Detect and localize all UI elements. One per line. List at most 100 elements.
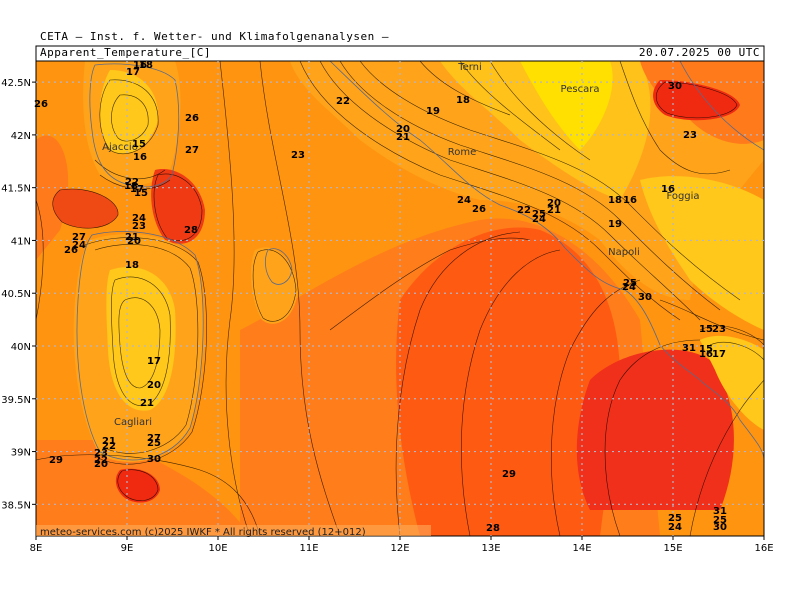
contour-label: 17 <box>712 349 726 360</box>
city-label: Foggia <box>666 191 699 202</box>
contour-label: 22 <box>125 177 139 188</box>
contour-label: 31 <box>713 506 727 517</box>
contour-label: 24 <box>668 522 682 533</box>
x-tick-label: 12E <box>390 543 409 554</box>
contour-label: 26 <box>472 204 486 215</box>
contour-label: 16 <box>661 184 675 195</box>
contour-label: 18 <box>608 195 622 206</box>
contour-label: 23 <box>683 130 697 141</box>
contour-label: 20 <box>396 124 410 135</box>
city-label: Rome <box>448 147 477 158</box>
valid-datetime: 20.07.2025 00 UTC <box>638 46 760 59</box>
contour-label: 21 <box>396 132 410 143</box>
sardinia-cool <box>106 266 176 411</box>
contour-label: 22 <box>517 205 531 216</box>
contour-label: 24 <box>72 240 86 251</box>
corsica-hot-patch <box>151 169 205 244</box>
y-tick-label: 42.5N <box>1 78 31 89</box>
contour-label: 30 <box>668 81 682 92</box>
title-box <box>35 45 765 62</box>
calabria-cool <box>700 335 764 430</box>
institute-header: CETA — Inst. f. Wetter- und Klimafolgena… <box>40 30 390 43</box>
contour-label: 20 <box>127 236 141 247</box>
foggia-cool <box>640 176 764 330</box>
contour-label: 19 <box>608 219 622 230</box>
contour-label: 17 <box>130 184 144 195</box>
x-tick-label: 16E <box>754 543 773 554</box>
contour-label: 22 <box>94 455 108 466</box>
contour-label: 24 <box>457 195 471 206</box>
y-tick-label: 39.5N <box>1 395 31 406</box>
contour-label: 26 <box>64 245 78 256</box>
y-tick-label: 40.5N <box>1 289 31 300</box>
contour-label: 30 <box>638 292 652 303</box>
axis-ticks: 8E 9E 10E 11E 12E 13E 14E 15E 16E 42.5N 42N 41.5N 41… <box>1 78 773 554</box>
adriatic-hot-core <box>653 80 740 121</box>
city-label: Ajaccio <box>102 142 138 153</box>
lat-lon-grid <box>36 61 764 536</box>
contour-label: 18 <box>139 60 153 71</box>
x-tick-label: 13E <box>481 543 500 554</box>
contour-label: 15 <box>699 344 713 355</box>
contour-label: 27 <box>185 145 199 156</box>
contour-label: 16 <box>699 349 713 360</box>
contour-label: 16 <box>133 60 147 71</box>
x-tick-label: 9E <box>121 543 134 554</box>
contour-label: 30 <box>713 522 727 533</box>
contour-label: 25 <box>623 278 637 289</box>
sea-hot-patch <box>576 349 734 510</box>
contour-label: 23 <box>94 448 108 459</box>
city-label: Pescara <box>561 84 600 95</box>
contour-label: 18 <box>456 95 470 106</box>
city-labels: Terni Pescara Rome Ajaccio Napoli Foggia Cagli… <box>102 62 699 428</box>
x-tick-label: 15E <box>663 543 682 554</box>
y-tick-label: 42N <box>11 131 31 142</box>
credit-backdrop <box>36 525 431 536</box>
contour-label: 20 <box>147 380 161 391</box>
contour-label: 23 <box>132 221 146 232</box>
contour-label: 22 <box>102 441 116 452</box>
sea-warm-band <box>396 227 620 536</box>
contour-label: 18 <box>125 260 139 271</box>
contour-label: 20 <box>547 198 561 209</box>
contour-label: 30 <box>147 454 161 465</box>
x-tick-label: 11E <box>299 543 318 554</box>
y-tick-label: 41.5N <box>1 184 31 195</box>
y-tick-label: 38.5N <box>1 500 31 511</box>
corsica-west-hot <box>52 189 119 229</box>
city-label: Napoli <box>608 247 640 258</box>
contour-label: 19 <box>426 106 440 117</box>
sea-west-patch <box>36 135 69 260</box>
contour-label: 21 <box>125 232 139 243</box>
contour-label: 17 <box>126 67 140 78</box>
contour-label: 24 <box>532 214 546 225</box>
contour-label: 17 <box>147 356 161 367</box>
contour-label: 24 <box>622 282 636 293</box>
contour-lines <box>36 61 764 536</box>
contour-label: 27 <box>72 232 86 243</box>
contour-label: 23 <box>712 324 726 335</box>
contour-label: 15 <box>699 324 713 335</box>
field-title: Apparent_Temperature_[C] <box>40 46 211 59</box>
credit-line: meteo-services.com (c)2025 IWKF * All ri… <box>40 527 366 538</box>
y-tick-label: 41N <box>11 236 31 247</box>
x-tick-label: 10E <box>208 543 227 554</box>
contour-label: 22 <box>336 96 350 107</box>
contour-label: 16 <box>133 152 147 163</box>
coastlines <box>76 61 764 461</box>
contour-label: 24 <box>132 213 146 224</box>
y-tick-label: 39N <box>11 448 31 459</box>
contour-label: 16 <box>623 195 637 206</box>
contour-label: 25 <box>668 513 682 524</box>
contour-label: 28 <box>184 225 198 236</box>
city-label: Terni <box>457 62 482 73</box>
contour-label: 27 <box>147 433 161 444</box>
contour-label: 25 <box>532 209 546 220</box>
sea-west-band <box>36 300 64 440</box>
contour-label: 23 <box>291 150 305 161</box>
elba-patch <box>250 247 298 324</box>
contour-label: 25 <box>713 515 727 526</box>
contour-label: 21 <box>547 205 561 216</box>
city-label: Cagliari <box>114 417 152 428</box>
